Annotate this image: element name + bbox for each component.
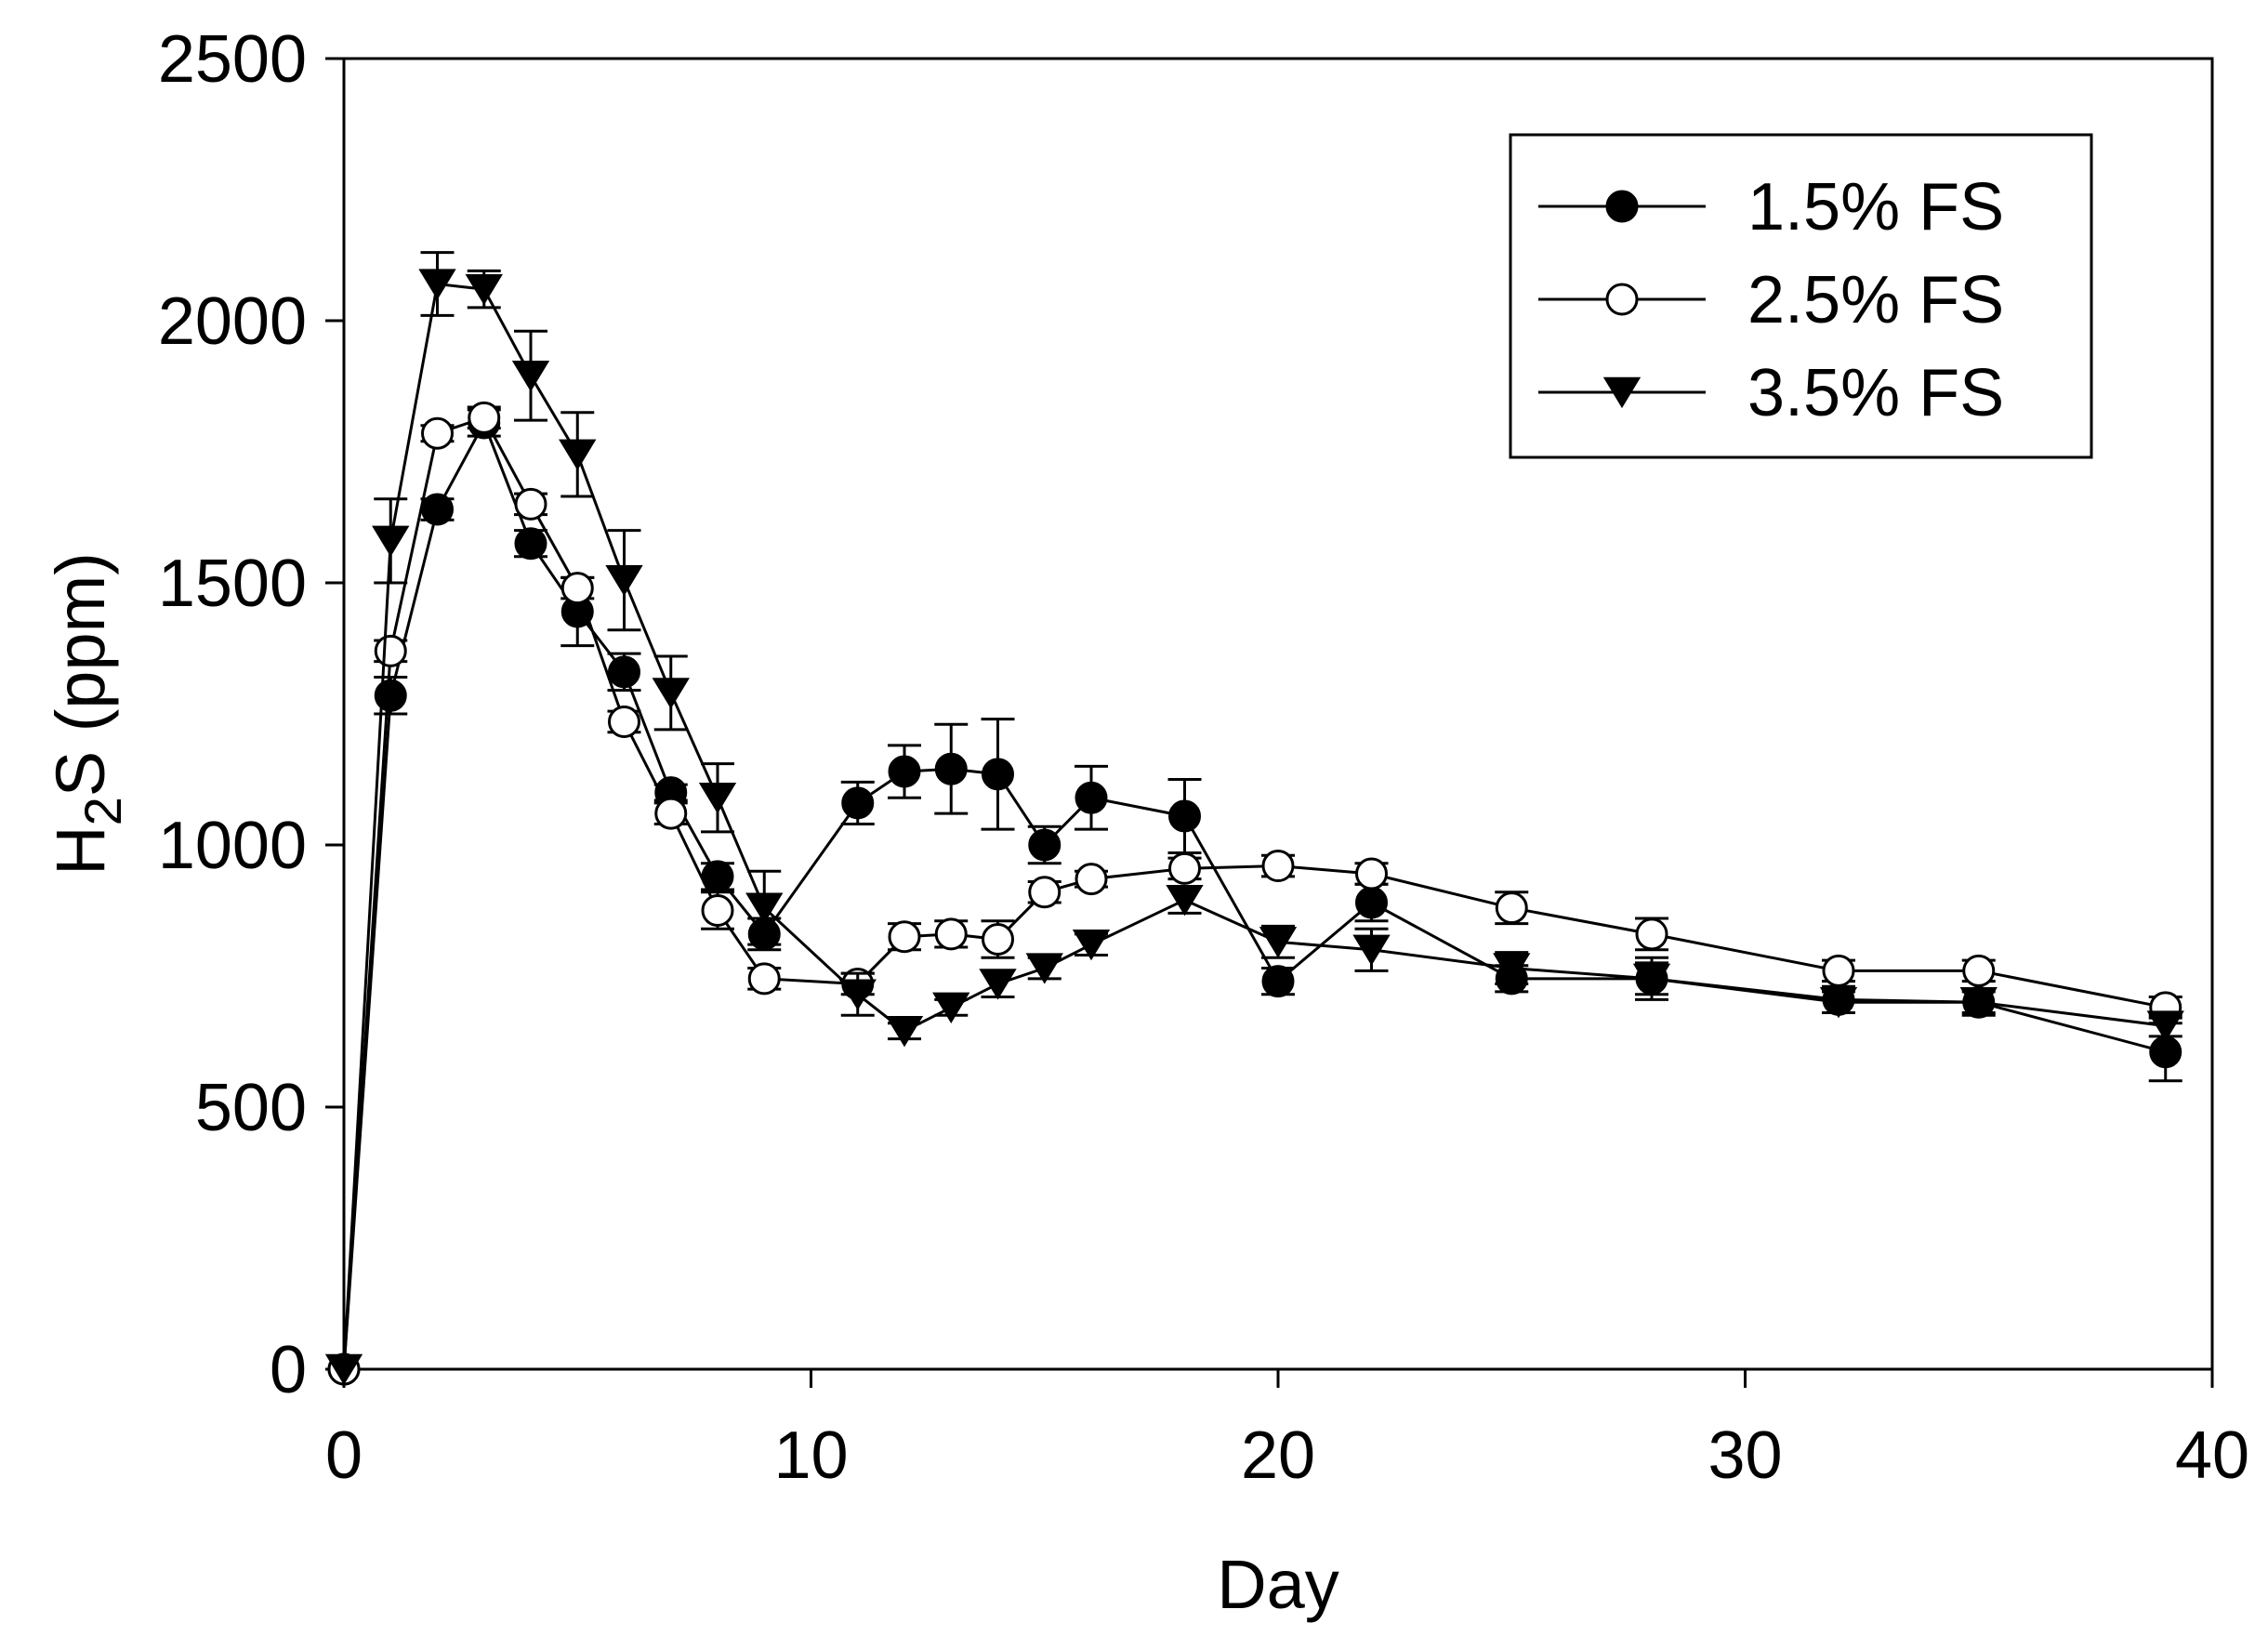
data-point [608, 705, 640, 738]
data-point [608, 655, 640, 689]
legend-marker [1605, 283, 1639, 316]
data-point [1075, 781, 1108, 814]
data-point [324, 1353, 363, 1386]
data-point [1635, 917, 1668, 951]
data-point [1028, 828, 1061, 862]
data-point [932, 992, 970, 1023]
data-point [934, 752, 968, 785]
data-point [1962, 954, 1996, 987]
x-axis-label: Day [1217, 1546, 1339, 1623]
data-point [979, 969, 1017, 1000]
y-tick-label: 2000 [158, 284, 307, 359]
y-tick-label: 2500 [158, 22, 307, 97]
data-point [1819, 987, 1858, 1019]
data-point [465, 273, 503, 306]
y-tick-label: 1500 [158, 547, 307, 621]
data-point [888, 755, 921, 788]
legend-label: 1.5% FS [1747, 170, 2004, 244]
y-tick-label: 1000 [158, 809, 307, 883]
axis-labels: Day H2S (ppm) [42, 552, 1339, 1623]
y-axis-label-rest: S (ppm) [42, 552, 119, 797]
series-3 [324, 251, 2184, 1386]
data-point [374, 634, 407, 667]
legend-label: 3.5% FS [1747, 356, 2004, 430]
legend-marker [1602, 376, 1642, 409]
data-point [841, 786, 875, 820]
data-point [1166, 885, 1204, 917]
series-line [342, 419, 2167, 1370]
data-point [1959, 987, 1998, 1019]
legend-label: 2.5% FS [1747, 263, 2004, 337]
data-point [2146, 1010, 2184, 1042]
y-axis-label-subscript: 2 [73, 797, 132, 825]
data-point [747, 962, 781, 996]
y-tick-label: 0 [270, 1333, 307, 1407]
y-axis-label: H2S (ppm) [42, 552, 132, 876]
x-tick-label: 10 [773, 1418, 848, 1493]
legend: 1.5% FS 2.5% FS 3.5% FS [1509, 133, 2093, 459]
data-point [698, 783, 737, 814]
data-point [421, 493, 454, 526]
data-point [1493, 953, 1531, 984]
data-point [468, 401, 501, 434]
data-point [372, 525, 410, 558]
data-point [701, 894, 734, 927]
legend-marker [1605, 190, 1639, 223]
data-point [1822, 954, 1855, 987]
data-point [654, 797, 688, 830]
data-point [1495, 891, 1528, 925]
data-point [1028, 876, 1061, 909]
data-point [514, 487, 547, 521]
data-point [1355, 886, 1388, 919]
x-tick-label: 0 [325, 1418, 363, 1493]
data-point [1261, 850, 1295, 883]
series-line [342, 416, 2167, 1370]
x-tick-label: 20 [1241, 1418, 1315, 1493]
y-axis-label-main: H [42, 825, 119, 875]
series-1 [327, 406, 2182, 1386]
x-tick-label: 40 [2175, 1418, 2249, 1493]
data-point [559, 439, 597, 470]
data-point [514, 527, 547, 561]
x-tick-label: 30 [1708, 1418, 1782, 1493]
data-point [1632, 963, 1671, 995]
data-point [1025, 953, 1063, 984]
data-point [1352, 934, 1391, 966]
data-point [1075, 863, 1108, 896]
data-point [982, 923, 1014, 956]
data-point [511, 361, 550, 392]
data-point [1259, 927, 1298, 958]
data-point [934, 917, 968, 951]
series-2 [327, 401, 2182, 1386]
data-point [560, 572, 594, 605]
data-point [745, 892, 784, 924]
data-point [1261, 965, 1295, 998]
data-point [652, 678, 690, 709]
data-point [418, 269, 456, 300]
data-point [605, 564, 643, 597]
data-point [421, 416, 454, 450]
data-point [1168, 851, 1201, 885]
axes: 0 10 20 30 40 0 500 1000 1500 2000 2500 [158, 22, 2249, 1493]
series-layer [324, 251, 2184, 1386]
data-point [982, 758, 1014, 791]
y-tick-label: 500 [195, 1071, 307, 1145]
data-point [1168, 799, 1201, 833]
data-point [1072, 929, 1111, 961]
data-point [888, 920, 921, 954]
data-point [838, 979, 877, 1010]
data-point [1355, 857, 1388, 890]
data-point [885, 1016, 924, 1048]
